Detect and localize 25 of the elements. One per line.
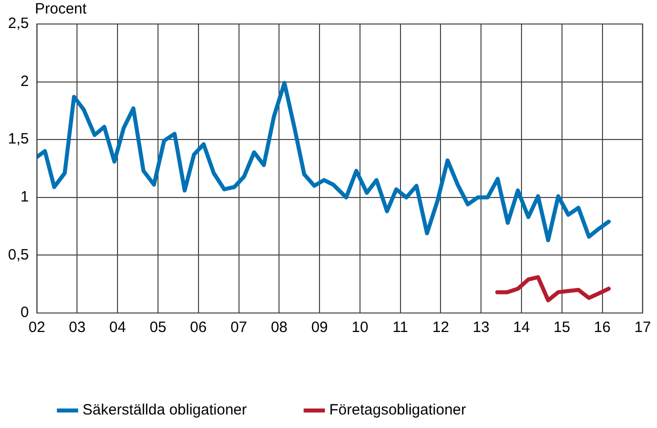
- x-tick-label: 07: [230, 319, 248, 336]
- x-tick-label: 04: [109, 319, 126, 336]
- x-tick-label: 12: [432, 319, 450, 336]
- x-tick-label: 02: [28, 319, 46, 336]
- x-tick-label: 13: [472, 319, 490, 336]
- x-tick-label: 17: [634, 319, 651, 336]
- y-tick-label: 0: [20, 304, 29, 322]
- x-tick-label: 09: [311, 319, 328, 336]
- x-tick-label: 03: [68, 319, 86, 336]
- x-tick-label: 16: [594, 319, 611, 336]
- x-tick-label: 14: [513, 319, 530, 336]
- x-tick-label: 05: [150, 319, 166, 336]
- y-axis-title: Procent: [34, 0, 88, 18]
- legend-label: Säkerställda obligationer: [82, 402, 247, 419]
- x-tick-label: 08: [270, 319, 288, 336]
- x-tick-label: 10: [352, 319, 368, 336]
- y-tick-label: 1,5: [8, 130, 29, 148]
- y-tick-label: 0,5: [8, 246, 29, 264]
- x-tick-label: 11: [392, 319, 408, 336]
- x-tick-label: 15: [554, 319, 570, 336]
- y-tick-label: 2: [20, 72, 29, 90]
- y-tick-label: 2,5: [8, 15, 29, 32]
- legend-label: Företagsobligationer: [329, 402, 466, 419]
- y-tick-label: 1: [20, 188, 29, 206]
- x-tick-label: 06: [190, 319, 207, 336]
